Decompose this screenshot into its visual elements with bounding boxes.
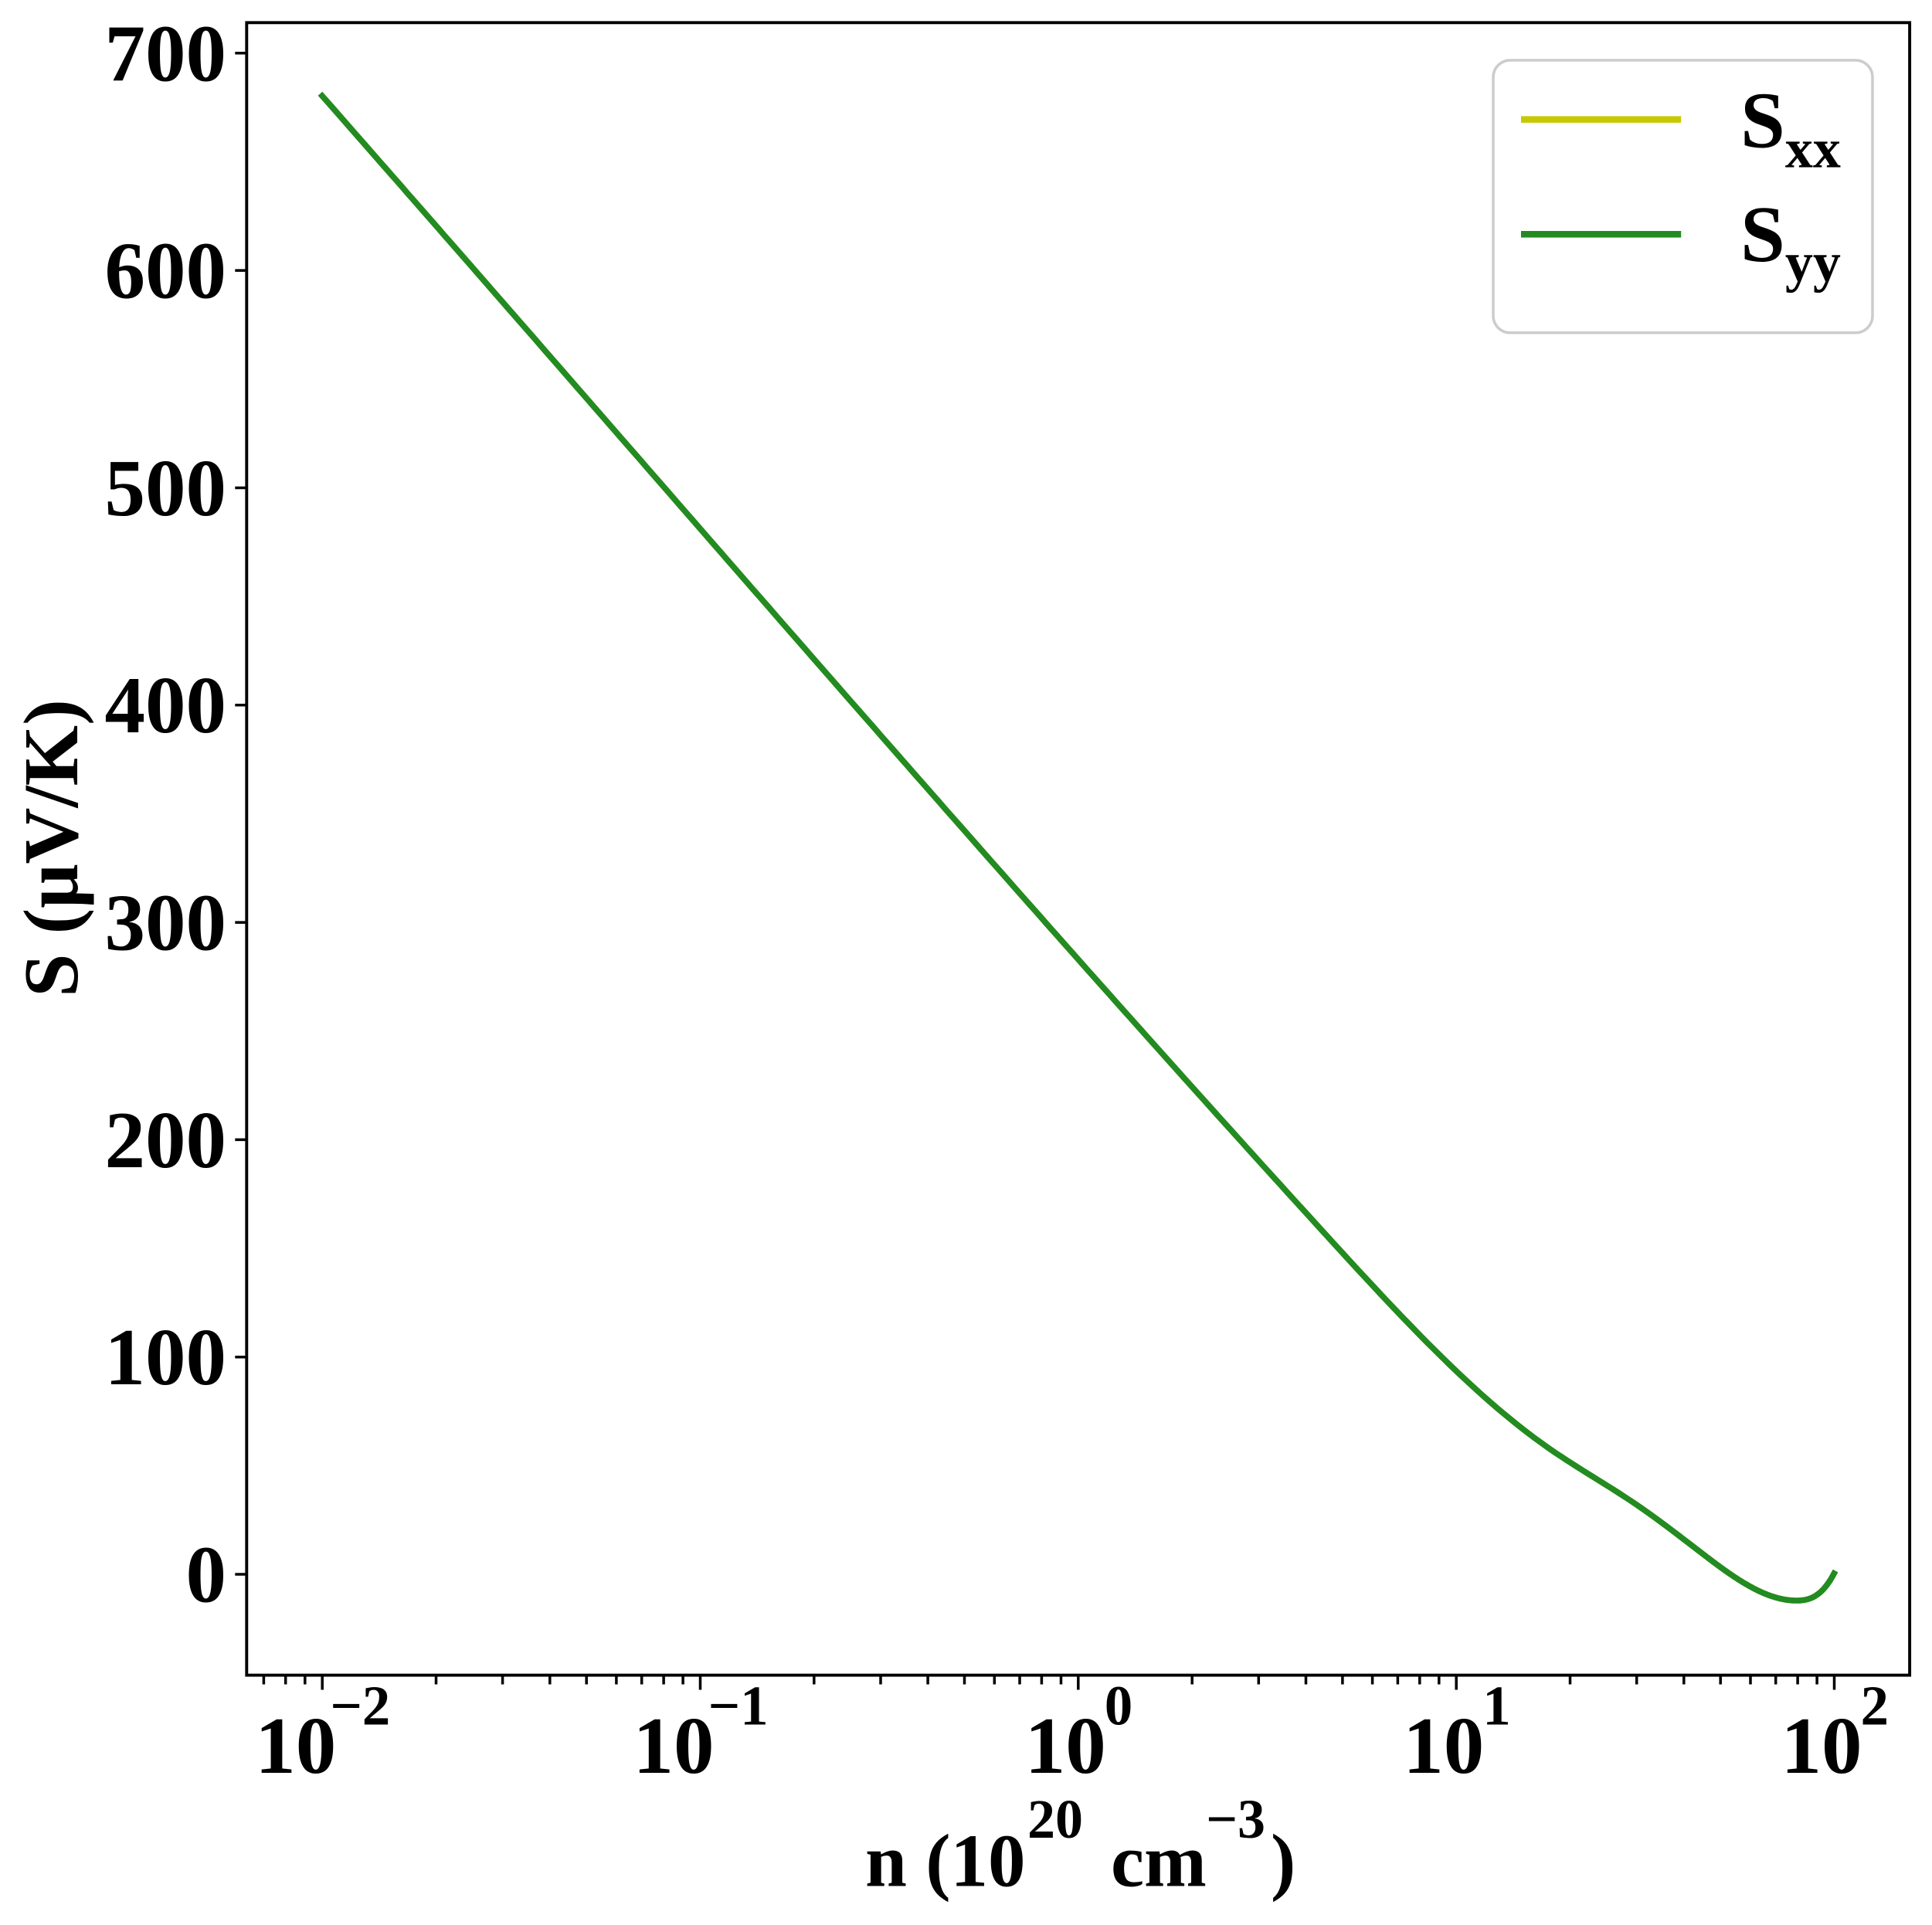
svg-text:700: 700 [105, 8, 227, 98]
svg-text:−1: −1 [708, 1675, 769, 1737]
svg-text:cm: cm [1111, 1819, 1207, 1902]
svg-text:10: 10 [255, 1700, 336, 1791]
svg-text:0: 0 [1105, 1675, 1133, 1737]
svg-text:S (μV/K): S (μV/K) [8, 699, 94, 997]
svg-text:10: 10 [1025, 1700, 1106, 1791]
svg-text:600: 600 [105, 226, 227, 316]
svg-text:−3: −3 [1206, 1788, 1265, 1850]
svg-text:100: 100 [105, 1312, 227, 1402]
svg-text:10: 10 [1403, 1700, 1484, 1791]
svg-text:400: 400 [105, 660, 227, 750]
svg-text:10: 10 [633, 1700, 715, 1791]
svg-text:300: 300 [105, 878, 227, 968]
svg-text:0: 0 [186, 1529, 227, 1619]
svg-text:10: 10 [1781, 1700, 1862, 1791]
svg-text:1: 1 [1482, 1675, 1511, 1737]
svg-text:200: 200 [105, 1095, 227, 1185]
svg-text:n (10: n (10 [865, 1819, 1026, 1902]
svg-text:500: 500 [105, 443, 227, 533]
svg-text:20: 20 [1027, 1788, 1083, 1850]
svg-text:2: 2 [1861, 1675, 1890, 1737]
svg-text:−2: −2 [330, 1675, 390, 1737]
svg-text:): ) [1271, 1819, 1295, 1902]
